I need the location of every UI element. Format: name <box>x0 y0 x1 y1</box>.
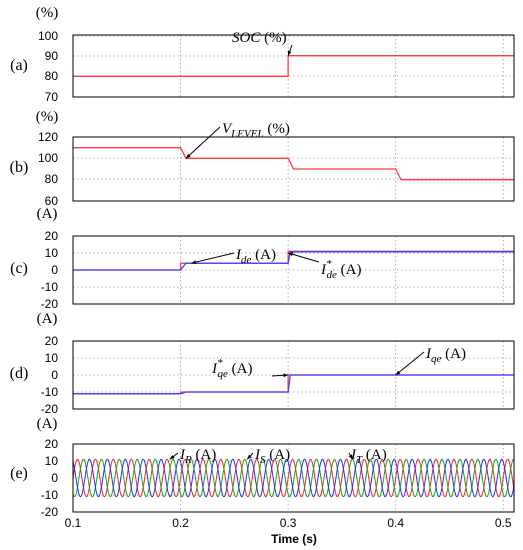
x-tick-label: 0.5 <box>495 516 512 530</box>
plot-frame <box>72 340 515 410</box>
annotation-pointer <box>395 351 425 376</box>
annotation-label: IR (A) <box>179 447 216 466</box>
arrowhead-icon <box>348 454 353 460</box>
arrowhead-icon <box>288 252 294 257</box>
x-tick-label: 0.1 <box>65 516 82 530</box>
annotation-label: IT (A) <box>350 447 387 466</box>
y-tick-label: 10 <box>45 246 59 260</box>
panel-c: 20 10 0 -10 -20 (A) (c) Ide (A) I* de (A) <box>10 206 515 311</box>
plot-frame <box>72 136 515 202</box>
x-tick-label: 0.2 <box>172 516 189 530</box>
y-tick-label: -20 <box>41 505 59 519</box>
panel-letter: (e) <box>10 465 28 482</box>
annotation: Iqe (A) <box>395 346 466 376</box>
series-line-IR <box>72 458 515 498</box>
panel-d: 20 10 0 -10 -20 (A) (d) I* qe (A) Iqe (A) <box>10 311 515 416</box>
annotation: I* de (A) <box>287 252 361 281</box>
y-tick-label: -10 <box>41 280 59 294</box>
arrowhead-icon <box>287 50 292 56</box>
annotation: IR (A) <box>169 447 216 466</box>
y-tick-label: 20 <box>45 229 59 243</box>
panel-a: 100 90 80 70 (%) (a) SOC (%) <box>10 5 515 104</box>
series-line-IT <box>72 458 515 498</box>
x-tick-label: 0.3 <box>280 516 297 530</box>
y-tick-label: 0 <box>51 471 58 485</box>
annotation-label: IS (A) <box>254 447 290 466</box>
series-line-Ide <box>73 251 514 271</box>
panel-letter: (c) <box>10 260 28 277</box>
y-tick-label: 10 <box>45 454 59 468</box>
x-tick-label: 0.4 <box>387 516 404 530</box>
panel-letter: (a) <box>10 57 28 74</box>
plot-frame <box>72 443 515 513</box>
y-tick-label: 20 <box>45 334 59 348</box>
annotation-pointer <box>287 252 320 263</box>
grid <box>72 35 514 98</box>
y-tick-label: 100 <box>38 151 58 165</box>
arrowhead-icon <box>191 260 197 265</box>
annotation-label: I* qe (A) <box>211 357 252 380</box>
y-tick-label: 70 <box>45 90 59 104</box>
y-tick-label: 100 <box>38 29 58 43</box>
y-tick-label: 60 <box>45 194 59 208</box>
y-tick-label: -20 <box>41 402 59 416</box>
panel-b: 120 100 80 60 40 (%) (b) VLEVEL (%) <box>10 0 515 208</box>
annotation: IS (A) <box>246 447 290 466</box>
y-unit-label: (A) <box>37 311 58 327</box>
y-tick-label: 90 <box>45 49 59 63</box>
y-tick-label: 0 <box>51 368 58 382</box>
arrowhead-icon <box>395 370 401 375</box>
annotation-label: VLEVEL (%) <box>222 121 290 140</box>
annotation-label: Ide (A) <box>235 247 276 266</box>
y-tick-label: 40 <box>45 0 59 3</box>
series-line-0 <box>73 55 514 77</box>
panel-letter: (b) <box>10 159 29 176</box>
annotation-label: I* de (A) <box>320 258 361 281</box>
y-unit-label: (A) <box>37 206 58 222</box>
y-tick-label: -10 <box>41 385 59 399</box>
panel-letter: (d) <box>10 365 29 382</box>
y-tick-label: 0 <box>51 263 58 277</box>
y-unit-label: (%) <box>36 5 59 21</box>
y-tick-label: 80 <box>45 172 59 186</box>
y-tick-label: -10 <box>41 488 59 502</box>
series-line-0 <box>73 147 514 181</box>
y-tick-label: 80 <box>45 69 59 83</box>
series-line-Iqe <box>73 374 514 395</box>
annotation: I* qe (A) <box>211 357 289 380</box>
y-tick-label: 120 <box>38 130 58 144</box>
annotation: IT (A) <box>348 447 387 466</box>
annotation-label: Iqe (A) <box>425 346 466 365</box>
arrowhead-icon <box>185 153 191 159</box>
arrowhead-icon <box>169 454 175 460</box>
y-tick-label: 20 <box>45 437 59 451</box>
annotation-label: SOC (%) <box>232 30 287 46</box>
panel-e: 20 10 0 -10 -20 (A) (e) IR (A) IS (A) IT (A) <box>10 416 515 519</box>
annotation: VLEVEL (%) <box>185 121 290 159</box>
y-unit-label: (A) <box>37 416 58 432</box>
arrowhead-icon <box>247 454 252 460</box>
plot-frame <box>72 235 515 305</box>
x-axis: 0.1 0.2 0.3 0.4 0.5 Time (s) <box>65 516 512 546</box>
x-axis-label: Time (s) <box>271 532 317 546</box>
y-tick-label: -20 <box>41 297 59 311</box>
annotation: SOC (%) <box>232 30 293 56</box>
plot-frame <box>72 34 515 98</box>
y-unit-label: (%) <box>36 109 59 125</box>
series-line-I*qe <box>73 374 514 395</box>
annotation-pointer <box>191 252 235 264</box>
annotation: Ide (A) <box>191 247 276 266</box>
arrowhead-icon <box>283 373 289 378</box>
y-tick-label: 10 <box>45 351 59 365</box>
series-line-IS <box>72 458 515 498</box>
annotation-pointer <box>185 126 221 159</box>
